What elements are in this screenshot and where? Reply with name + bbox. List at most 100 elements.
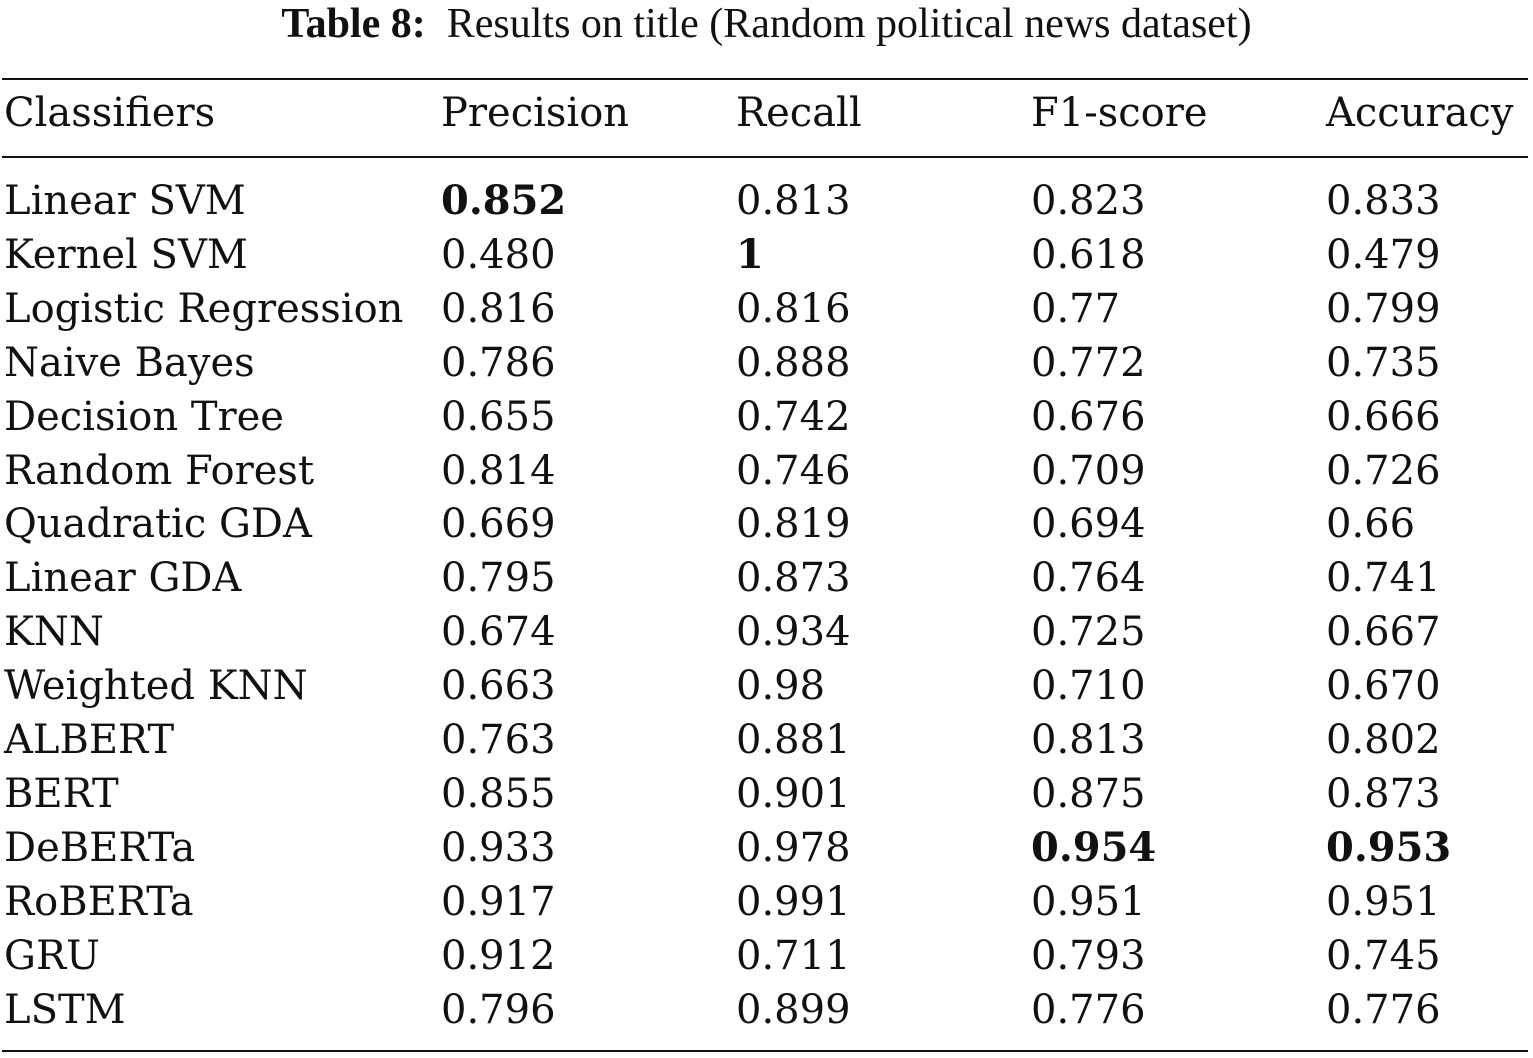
cell-f1-score: 0.618: [1031, 232, 1146, 278]
cell-recall: 0.711: [736, 933, 851, 979]
cell-f1-score: 0.710: [1031, 663, 1146, 709]
cell-f1-score: 0.676: [1031, 394, 1146, 440]
cell-precision: 0.796: [441, 987, 556, 1033]
cell-accuracy: 0.66: [1326, 501, 1416, 547]
cell-accuracy: 0.799: [1326, 286, 1441, 332]
cell-f1-score: 0.813: [1031, 717, 1146, 763]
cell-accuracy: 0.726: [1326, 448, 1441, 494]
cell-recall: 0.816: [736, 286, 851, 332]
table-row: Linear GDA 0.795 0.873 0.764 0.741: [0, 553, 1533, 607]
table-top-rule: [2, 78, 1528, 80]
cell-precision: 0.795: [441, 555, 556, 601]
table-caption-label: Table 8:: [281, 1, 426, 47]
cell-f1-score: 0.709: [1031, 448, 1146, 494]
cell-f1-score: 0.875: [1031, 771, 1146, 817]
cell-recall: 0.899: [736, 987, 851, 1033]
cell-recall: 0.742: [736, 394, 851, 440]
table-row: Kernel SVM 0.480 1 0.618 0.479: [0, 230, 1533, 284]
table-row: DeBERTa 0.933 0.978 0.954 0.953: [0, 823, 1533, 877]
header-precision: Precision: [441, 90, 630, 136]
cell-accuracy: 0.745: [1326, 933, 1441, 979]
table-row: Decision Tree 0.655 0.742 0.676 0.666: [0, 392, 1533, 446]
header-f1-score: F1-score: [1031, 90, 1208, 136]
cell-precision: 0.816: [441, 286, 556, 332]
cell-classifier: GRU: [4, 933, 100, 979]
header-classifiers: Classifiers: [4, 90, 216, 136]
cell-precision: 0.669: [441, 501, 556, 547]
cell-recall: 0.819: [736, 501, 851, 547]
table-caption: Table 8: Results on title (Random politi…: [0, 0, 1533, 48]
table-header-row: Classifiers Precision Recall F1-score Ac…: [0, 88, 1533, 142]
table-row: Random Forest 0.814 0.746 0.709 0.726: [0, 446, 1533, 500]
cell-recall: 0.978: [736, 825, 851, 871]
cell-classifier: Logistic Regression: [4, 286, 404, 332]
cell-f1-score: 0.951: [1031, 879, 1146, 925]
cell-recall: 0.873: [736, 555, 851, 601]
cell-recall: 0.813: [736, 178, 851, 224]
cell-precision: 0.763: [441, 717, 556, 763]
cell-classifier: Quadratic GDA: [4, 501, 312, 547]
cell-accuracy: 0.802: [1326, 717, 1441, 763]
table-row: ALBERT 0.763 0.881 0.813 0.802: [0, 715, 1533, 769]
cell-classifier: BERT: [4, 771, 119, 817]
cell-accuracy: 0.741: [1326, 555, 1441, 601]
cell-f1-score: 0.954: [1031, 824, 1157, 871]
cell-accuracy: 0.833: [1326, 178, 1441, 224]
cell-recall: 0.881: [736, 717, 851, 763]
cell-precision: 0.480: [441, 232, 556, 278]
cell-precision: 0.855: [441, 771, 556, 817]
header-accuracy: Accuracy: [1326, 90, 1514, 136]
cell-classifier: DeBERTa: [4, 825, 196, 871]
table-row: Weighted KNN 0.663 0.98 0.710 0.670: [0, 661, 1533, 715]
cell-classifier: Random Forest: [4, 448, 315, 494]
cell-f1-score: 0.823: [1031, 178, 1146, 224]
cell-precision: 0.917: [441, 879, 556, 925]
cell-recall: 0.888: [736, 340, 851, 386]
cell-classifier: Decision Tree: [4, 394, 284, 440]
cell-classifier: ALBERT: [4, 717, 175, 763]
cell-precision: 0.663: [441, 663, 556, 709]
cell-recall: 0.746: [736, 448, 851, 494]
table-row: RoBERTa 0.917 0.991 0.951 0.951: [0, 877, 1533, 931]
table-row: KNN 0.674 0.934 0.725 0.667: [0, 607, 1533, 661]
cell-precision: 0.933: [441, 825, 556, 871]
cell-f1-score: 0.725: [1031, 609, 1146, 655]
cell-f1-score: 0.77: [1031, 286, 1121, 332]
cell-f1-score: 0.764: [1031, 555, 1146, 601]
cell-accuracy: 0.873: [1326, 771, 1441, 817]
table-row: Logistic Regression 0.816 0.816 0.77 0.799: [0, 284, 1533, 338]
cell-classifier: Naive Bayes: [4, 340, 255, 386]
cell-classifier: LSTM: [4, 987, 126, 1033]
cell-accuracy: 0.735: [1326, 340, 1441, 386]
table-row: Naive Bayes 0.786 0.888 0.772 0.735: [0, 338, 1533, 392]
cell-precision: 0.814: [441, 448, 556, 494]
cell-accuracy: 0.951: [1326, 879, 1441, 925]
cell-classifier: Linear GDA: [4, 555, 242, 601]
table-row: Linear SVM 0.852 0.813 0.823 0.833: [0, 176, 1533, 230]
cell-classifier: Weighted KNN: [4, 663, 308, 709]
cell-accuracy: 0.479: [1326, 232, 1441, 278]
cell-classifier: RoBERTa: [4, 879, 194, 925]
cell-f1-score: 0.772: [1031, 340, 1146, 386]
cell-precision: 0.674: [441, 609, 556, 655]
table-bottom-rule: [2, 1050, 1528, 1052]
cell-f1-score: 0.793: [1031, 933, 1146, 979]
cell-recall: 1: [736, 231, 764, 278]
table-row: GRU 0.912 0.711 0.793 0.745: [0, 931, 1533, 985]
table-row: LSTM 0.796 0.899 0.776 0.776: [0, 985, 1533, 1039]
table-row: BERT 0.855 0.901 0.875 0.873: [0, 769, 1533, 823]
header-recall: Recall: [736, 90, 862, 136]
cell-accuracy: 0.953: [1326, 824, 1452, 871]
cell-recall: 0.934: [736, 609, 851, 655]
cell-accuracy: 0.776: [1326, 987, 1441, 1033]
cell-recall: 0.98: [736, 663, 826, 709]
cell-accuracy: 0.666: [1326, 394, 1441, 440]
cell-precision: 0.655: [441, 394, 556, 440]
cell-f1-score: 0.694: [1031, 501, 1146, 547]
cell-accuracy: 0.667: [1326, 609, 1441, 655]
cell-classifier: Linear SVM: [4, 178, 246, 224]
table-caption-text: Results on title (Random political news …: [446, 1, 1252, 47]
table-header-rule: [2, 156, 1528, 158]
cell-precision: 0.912: [441, 933, 556, 979]
cell-precision: 0.852: [441, 177, 567, 224]
